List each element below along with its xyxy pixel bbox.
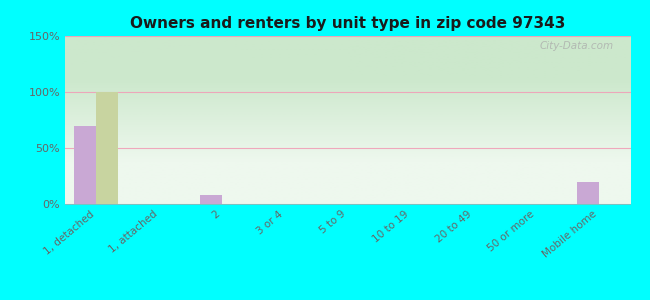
Bar [74,126,96,204]
Bar [200,195,222,204]
Title: Owners and renters by unit type in zip code 97343: Owners and renters by unit type in zip c… [130,16,566,31]
Bar [96,92,118,204]
Legend: Owner occupied units, Renter occupied units: Owner occupied units, Renter occupied un… [194,297,502,300]
Text: City-Data.com: City-Data.com [540,41,614,51]
Bar [577,182,599,204]
